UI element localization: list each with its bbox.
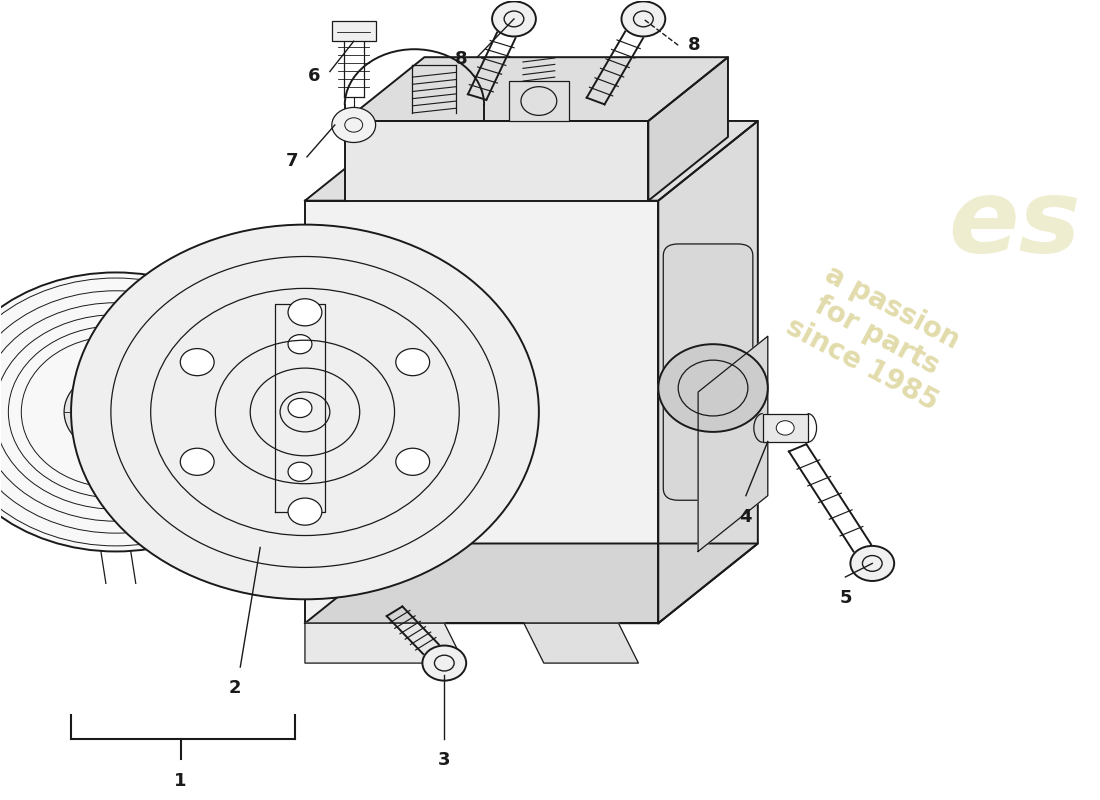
Circle shape bbox=[396, 349, 430, 376]
Circle shape bbox=[288, 498, 322, 525]
Text: es: es bbox=[948, 174, 1080, 275]
Polygon shape bbox=[275, 304, 324, 512]
Circle shape bbox=[0, 273, 290, 551]
Circle shape bbox=[64, 370, 167, 454]
Circle shape bbox=[288, 398, 312, 418]
Text: 4: 4 bbox=[739, 508, 752, 526]
Polygon shape bbox=[305, 623, 464, 663]
Polygon shape bbox=[305, 543, 758, 623]
Circle shape bbox=[850, 546, 894, 581]
FancyBboxPatch shape bbox=[663, 244, 752, 500]
Bar bbox=[332, 22, 375, 42]
Circle shape bbox=[396, 448, 430, 475]
Circle shape bbox=[180, 349, 214, 376]
Circle shape bbox=[288, 298, 322, 326]
Polygon shape bbox=[648, 57, 728, 201]
Text: 7: 7 bbox=[286, 152, 298, 170]
Circle shape bbox=[288, 462, 312, 482]
Circle shape bbox=[108, 406, 124, 418]
Circle shape bbox=[332, 107, 375, 142]
Circle shape bbox=[621, 2, 665, 37]
Text: 3: 3 bbox=[438, 750, 451, 769]
Text: 2: 2 bbox=[229, 679, 242, 697]
Polygon shape bbox=[658, 121, 758, 623]
Polygon shape bbox=[305, 201, 658, 623]
Text: 8: 8 bbox=[689, 36, 701, 54]
Circle shape bbox=[288, 334, 312, 354]
Circle shape bbox=[180, 448, 214, 475]
Text: 6: 6 bbox=[307, 66, 320, 85]
Circle shape bbox=[492, 2, 536, 37]
Circle shape bbox=[422, 646, 466, 681]
Bar bbox=[762, 414, 807, 442]
Polygon shape bbox=[524, 623, 638, 663]
Polygon shape bbox=[344, 57, 728, 121]
Text: a passion
for parts
since 1985: a passion for parts since 1985 bbox=[781, 256, 974, 417]
Polygon shape bbox=[344, 121, 648, 201]
Circle shape bbox=[658, 344, 768, 432]
Text: 1: 1 bbox=[174, 772, 187, 790]
Text: 5: 5 bbox=[839, 589, 851, 607]
Polygon shape bbox=[305, 121, 758, 201]
Text: 8: 8 bbox=[454, 50, 467, 68]
Circle shape bbox=[777, 421, 794, 435]
Polygon shape bbox=[698, 336, 768, 551]
Circle shape bbox=[72, 225, 539, 599]
Bar bbox=[509, 81, 569, 121]
